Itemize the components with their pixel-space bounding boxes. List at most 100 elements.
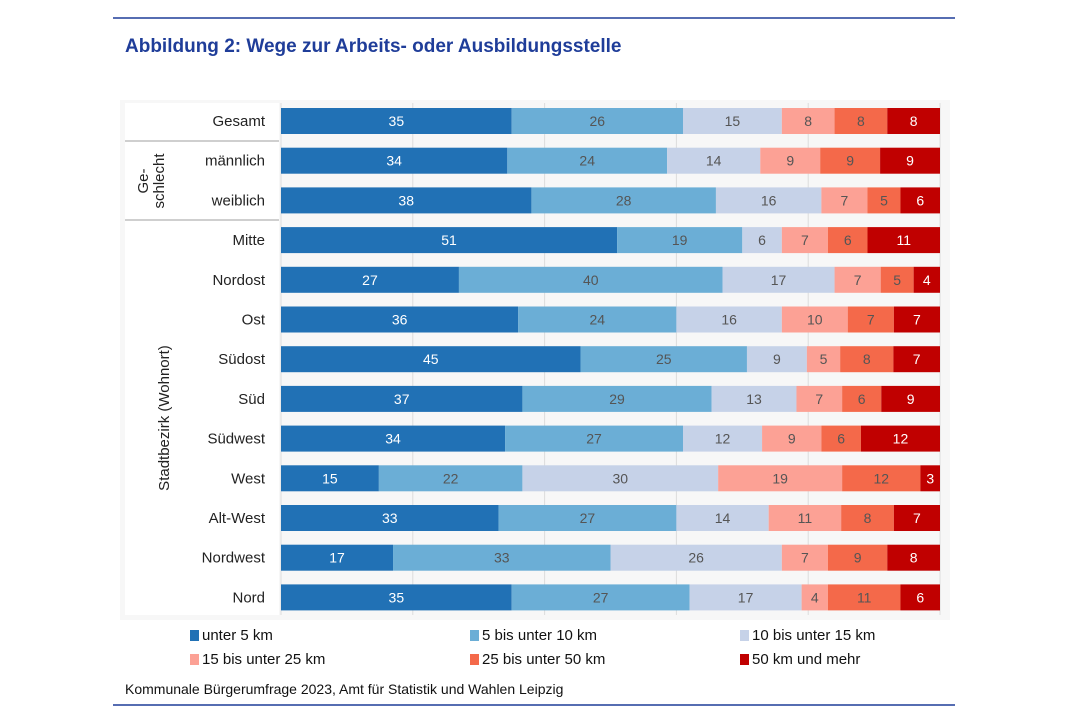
bar-segment: [842, 465, 921, 492]
category-label: männlich: [205, 153, 265, 170]
data-label: 5: [880, 192, 888, 208]
bar-segment: [893, 505, 940, 531]
data-label: 16: [721, 312, 737, 328]
data-label: 51: [441, 232, 457, 248]
bar-segment: [801, 584, 828, 611]
bar-segment: [498, 505, 677, 531]
data-label: 7: [801, 550, 809, 566]
bar-segment: [768, 505, 842, 531]
bar-segment: [806, 346, 841, 373]
data-label: 28: [616, 192, 632, 208]
bar-segment: [281, 108, 512, 134]
data-label: 11: [798, 510, 813, 526]
data-label: 5: [893, 272, 901, 288]
bar-segment: [580, 346, 747, 373]
data-label: 12: [893, 431, 909, 447]
data-label: 12: [715, 431, 731, 447]
bar-segment: [821, 187, 868, 214]
legend-label: 50 km und mehr: [752, 651, 860, 668]
bar-segment: [893, 306, 940, 333]
bar-segment: [781, 108, 835, 134]
data-label: 27: [362, 272, 378, 288]
data-label: 11: [857, 589, 872, 605]
bar-segment: [281, 465, 379, 492]
data-label: 8: [857, 113, 865, 129]
data-label: 9: [788, 431, 796, 447]
bar-segment: [781, 544, 828, 571]
bar-segment: [281, 227, 618, 254]
data-label: 6: [858, 391, 866, 407]
category-label: Südost: [218, 351, 266, 368]
bar-segment: [821, 425, 861, 452]
bar-segment: [617, 227, 743, 254]
data-label: 6: [916, 192, 924, 208]
data-label: 34: [386, 153, 402, 169]
bar-segment: [378, 465, 523, 492]
data-label: 8: [910, 113, 918, 129]
bar-segment: [393, 544, 611, 571]
data-label: 7: [854, 272, 862, 288]
bar-segment: [827, 544, 888, 571]
data-label: 38: [398, 192, 414, 208]
data-label: 30: [612, 470, 628, 486]
bar-segment: [746, 346, 807, 373]
bar-segment: [781, 227, 828, 254]
data-label: 33: [494, 550, 510, 566]
data-label: 12: [873, 470, 889, 486]
data-label: 17: [771, 272, 787, 288]
data-label: 14: [715, 510, 731, 526]
bar-segment: [281, 385, 523, 412]
bar-segment: [880, 147, 940, 174]
data-label: 15: [725, 113, 741, 129]
category-label: Süd: [238, 391, 265, 408]
bar-segment: [887, 544, 940, 571]
data-label: 45: [423, 351, 439, 367]
bar-segment: [689, 584, 802, 611]
bar-segment: [827, 584, 901, 611]
bar-segment: [281, 187, 532, 214]
bar-segment: [511, 584, 690, 611]
category-label: Nordwest: [202, 550, 266, 567]
data-label: 15: [322, 470, 338, 486]
legend-label: 15 bis unter 25 km: [202, 651, 325, 668]
data-label: 9: [907, 391, 915, 407]
data-label: 8: [864, 510, 872, 526]
data-label: 7: [801, 232, 809, 248]
bar-segment: [860, 425, 940, 452]
data-label: 19: [772, 470, 788, 486]
group-label-geschlecht: Ge-schlecht: [135, 153, 168, 209]
bar-segment: [458, 266, 723, 293]
bar-segment: [841, 505, 894, 531]
bar-segment: [281, 306, 519, 333]
legend-swatch: [470, 630, 479, 641]
bar-segment: [840, 346, 894, 373]
bar-segment: [281, 346, 581, 373]
data-label: 6: [837, 431, 845, 447]
data-label: 4: [923, 272, 931, 288]
legend-swatch: [190, 654, 199, 665]
data-label: 37: [394, 391, 410, 407]
bar-segment: [900, 187, 940, 214]
bar-segment: [281, 425, 506, 452]
bar-segment: [847, 306, 894, 333]
category-label: Nordost: [212, 272, 265, 289]
bar-segment: [887, 108, 940, 134]
bar-segment: [281, 584, 512, 611]
bar-segment: [682, 108, 782, 134]
data-label: 8: [863, 351, 871, 367]
data-label: 17: [329, 550, 345, 566]
data-label: 34: [385, 431, 401, 447]
bar-segment: [834, 108, 888, 134]
bar-segment: [762, 425, 822, 452]
data-label: 9: [846, 153, 854, 169]
data-label: 24: [590, 312, 606, 328]
bar-segment: [781, 306, 848, 333]
data-label: 7: [913, 510, 921, 526]
bar-segment: [522, 465, 719, 492]
source-note: Kommunale Bürgerumfrage 2023, Amt für St…: [125, 681, 563, 697]
data-label: 27: [580, 510, 596, 526]
data-label: 7: [815, 391, 823, 407]
category-label: weiblich: [211, 192, 265, 209]
chart-title: Abbildung 2: Wege zur Arbeits- oder Ausb…: [125, 36, 622, 57]
data-label: 16: [761, 192, 777, 208]
